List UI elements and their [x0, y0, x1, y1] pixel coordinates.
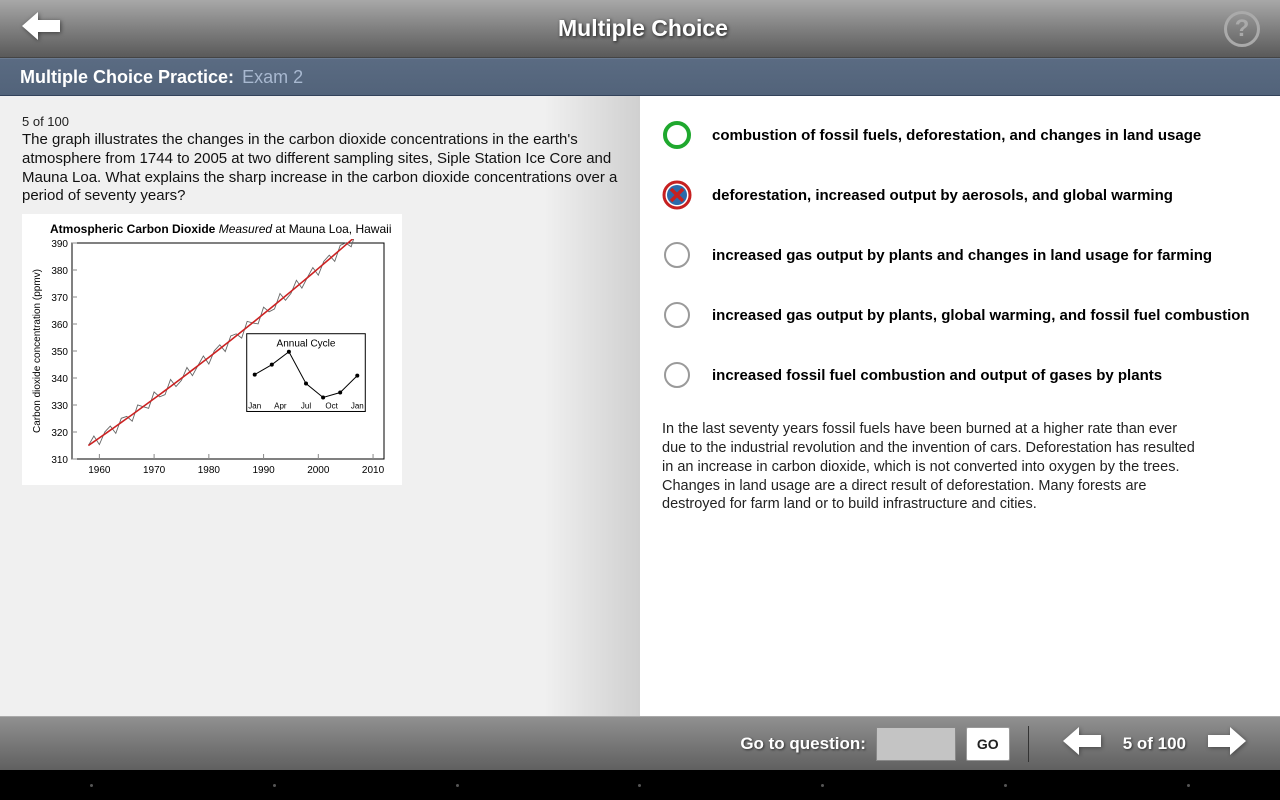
option-text: increased gas output by plants and chang… — [712, 247, 1212, 264]
chart-container: Atmospheric Carbon Dioxide Measured at M… — [22, 214, 402, 485]
options-list: combustion of fossil fuels, deforestatio… — [662, 120, 1258, 390]
svg-text:Jul: Jul — [301, 401, 311, 410]
svg-text:Annual Cycle: Annual Cycle — [277, 339, 336, 350]
page-title: Multiple Choice — [558, 15, 728, 42]
svg-text:390: 390 — [51, 239, 68, 250]
option-text: increased fossil fuel combustion and out… — [712, 367, 1162, 384]
svg-text:Jan: Jan — [248, 401, 261, 410]
answer-option[interactable]: increased fossil fuel combustion and out… — [662, 360, 1258, 390]
svg-text:310: 310 — [51, 455, 68, 466]
question-text: The graph illustrates the changes in the… — [22, 131, 618, 206]
back-arrow-icon[interactable] — [20, 10, 62, 47]
svg-text:Apr: Apr — [274, 401, 287, 410]
svg-text:340: 340 — [51, 374, 68, 385]
question-counter: 5 of 100 — [22, 114, 618, 129]
option-text: deforestation, increased output by aeros… — [712, 187, 1173, 204]
svg-text:380: 380 — [51, 266, 68, 277]
goto-input[interactable] — [876, 727, 956, 761]
svg-text:330: 330 — [51, 401, 68, 412]
answer-option[interactable]: deforestation, increased output by aeros… — [662, 180, 1258, 210]
option-marker-icon — [662, 180, 692, 210]
answers-panel: combustion of fossil fuels, deforestatio… — [640, 96, 1280, 716]
page-counter: 5 of 100 — [1123, 734, 1186, 754]
svg-text:1960: 1960 — [88, 465, 111, 476]
svg-text:360: 360 — [51, 320, 68, 331]
top-bar: Multiple Choice ? — [0, 0, 1280, 58]
sub-bar: Multiple Choice Practice: Exam 2 — [0, 58, 1280, 96]
option-marker-icon — [662, 240, 692, 270]
svg-text:370: 370 — [51, 293, 68, 304]
explanation-text: In the last seventy years fossil fuels h… — [662, 420, 1202, 514]
option-text: combustion of fossil fuels, deforestatio… — [712, 127, 1201, 144]
option-marker-icon — [662, 360, 692, 390]
prev-arrow-icon[interactable] — [1061, 725, 1103, 762]
answer-option[interactable]: combustion of fossil fuels, deforestatio… — [662, 120, 1258, 150]
practice-label: Multiple Choice Practice: — [20, 67, 234, 88]
chart-title: Atmospheric Carbon Dioxide Measured at M… — [30, 222, 392, 236]
svg-text:2010: 2010 — [362, 465, 385, 476]
answer-option[interactable]: increased gas output by plants and chang… — [662, 240, 1258, 270]
exam-name: Exam 2 — [242, 67, 303, 88]
next-arrow-icon[interactable] — [1206, 725, 1248, 762]
option-marker-icon — [662, 300, 692, 330]
svg-text:1990: 1990 — [252, 465, 275, 476]
separator — [1028, 726, 1029, 762]
goto-label: Go to question: — [740, 734, 866, 754]
system-nav-bar — [0, 770, 1280, 800]
bottom-bar: Go to question: GO 5 of 100 — [0, 716, 1280, 770]
go-button[interactable]: GO — [966, 727, 1010, 761]
co2-chart: 310 320 330 340 350 360 370 380 390 1960 1970 1980 1… — [30, 239, 390, 479]
svg-text:2000: 2000 — [307, 465, 330, 476]
help-icon[interactable]: ? — [1224, 11, 1260, 47]
svg-text:1980: 1980 — [198, 465, 221, 476]
svg-text:Carbon dioxide concentration (: Carbon dioxide concentration (ppmv) — [32, 269, 43, 433]
question-panel: 5 of 100 The graph illustrates the chang… — [0, 96, 640, 716]
answer-option[interactable]: increased gas output by plants, global w… — [662, 300, 1258, 330]
svg-text:1970: 1970 — [143, 465, 166, 476]
svg-text:320: 320 — [51, 428, 68, 439]
svg-text:Jan: Jan — [351, 401, 364, 410]
svg-text:Oct: Oct — [325, 401, 338, 410]
svg-text:350: 350 — [51, 347, 68, 358]
option-marker-icon — [662, 120, 692, 150]
option-text: increased gas output by plants, global w… — [712, 307, 1250, 324]
